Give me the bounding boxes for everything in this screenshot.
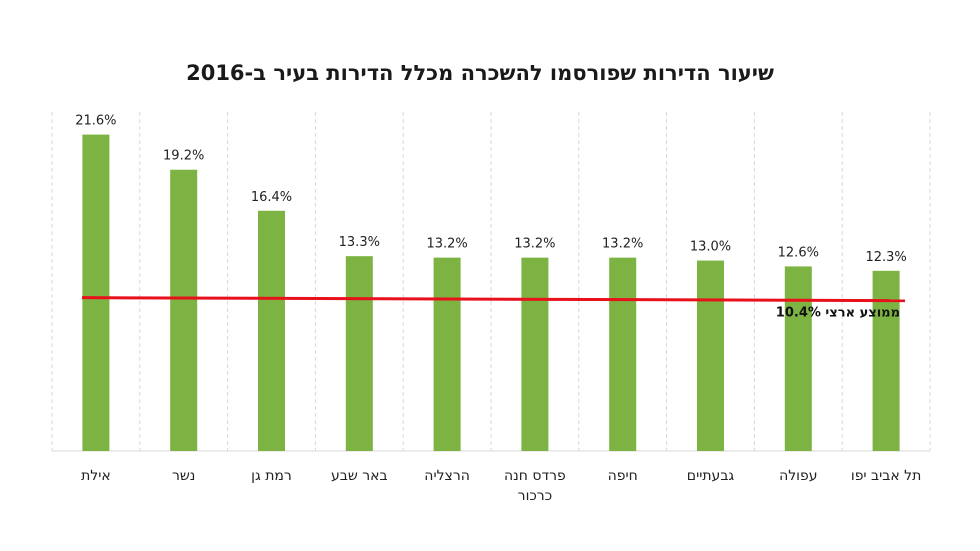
data-label: 16.4%: [251, 190, 292, 205]
data-label: 13.0%: [690, 240, 731, 255]
bar: [170, 169, 198, 451]
data-label: 13.2%: [426, 237, 467, 252]
category-label: גבעתיים: [687, 468, 735, 484]
data-label: 13.2%: [602, 237, 643, 252]
bar: [784, 266, 812, 451]
category-label: הרצליה: [424, 468, 470, 484]
bars: [82, 134, 900, 451]
reference-line-group: ממוצע ארצי 10.4%: [81, 296, 906, 321]
category-label: עפולה: [779, 468, 817, 484]
bar: [872, 270, 900, 451]
value-labels: 21.6% 19.2% 16.4% 13.3% 13.2% 13.2% 13.2% 13.0%…: [75, 114, 907, 265]
bar: [521, 257, 549, 451]
data-label: 19.2%: [163, 149, 204, 164]
category-label: רמת גן: [251, 468, 292, 484]
bar: [82, 134, 110, 451]
category-label: כרכור: [518, 488, 552, 504]
category-label: חיפה: [608, 468, 638, 484]
category-label: באר שבע: [331, 468, 388, 484]
average-line: [81, 296, 906, 303]
bar: [258, 210, 285, 451]
bar: [697, 260, 724, 451]
gridlines: [51, 112, 931, 452]
data-label: 12.3%: [865, 250, 906, 265]
data-label: 13.2%: [514, 237, 555, 252]
chart-title: שיעור הדירות שפורסמו להשכרה מכלל הדירות …: [186, 61, 774, 85]
bar: [609, 257, 637, 451]
data-label: 21.6%: [75, 114, 116, 129]
category-labels: אילת נשר רמת גן באר שבע הרצליה פרדס חנה כרכור ח…: [81, 468, 921, 504]
bar: [345, 256, 373, 451]
category-label: פרדס חנה: [504, 468, 566, 484]
category-label: אילת: [81, 468, 111, 484]
category-label: נשר: [172, 468, 195, 484]
bar: [433, 257, 461, 451]
data-label: 12.6%: [778, 245, 819, 260]
data-label: 13.3%: [339, 235, 380, 250]
category-label: תל אביב יפו: [851, 468, 921, 484]
average-label: ממוצע ארצי 10.4%: [776, 306, 900, 321]
